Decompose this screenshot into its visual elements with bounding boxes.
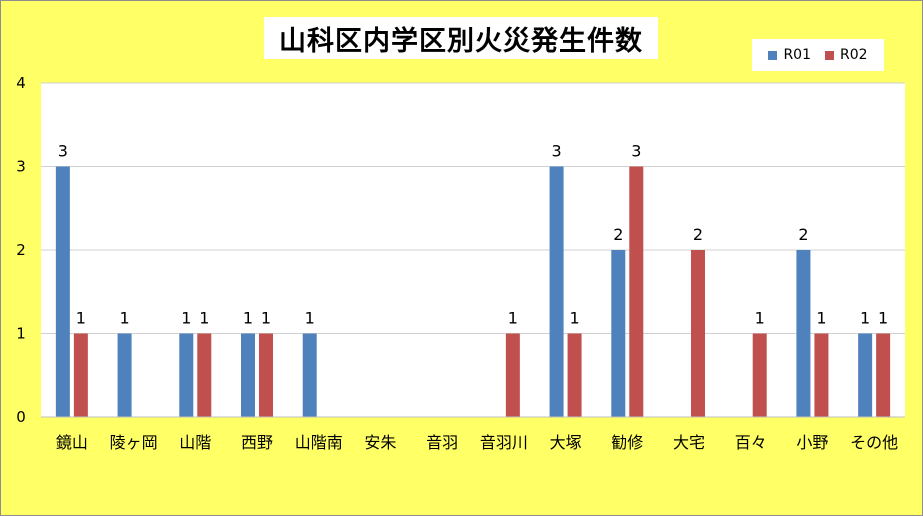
bar-r01 — [796, 250, 811, 417]
y-tick-label: 3 — [16, 158, 26, 176]
bar-r01 — [55, 166, 70, 417]
bar-r02 — [197, 333, 212, 417]
data-label: 1 — [243, 309, 253, 328]
bar-r01 — [549, 166, 564, 417]
bar-r02 — [814, 333, 829, 417]
bar-r02 — [567, 333, 582, 417]
y-tick-label: 4 — [16, 74, 26, 92]
x-tick-label: 鏡山 — [56, 433, 88, 452]
data-label: 3 — [551, 142, 561, 161]
bar-r02 — [73, 333, 88, 417]
chart-legend: R01 R02 — [752, 39, 884, 71]
bar-r01 — [117, 333, 132, 417]
bar-r01 — [858, 333, 873, 417]
x-tick-label: 百々 — [735, 433, 767, 452]
data-label: 1 — [305, 309, 315, 328]
data-label: 1 — [878, 309, 888, 328]
data-label: 1 — [508, 309, 518, 328]
x-tick-label: 音羽川 — [480, 433, 528, 452]
data-label: 1 — [181, 309, 191, 328]
data-label: 1 — [755, 309, 765, 328]
x-tick-label: 西野 — [241, 433, 273, 452]
data-label: 1 — [860, 309, 870, 328]
x-tick-label: 大宅 — [673, 433, 705, 452]
bar-r01 — [179, 333, 194, 417]
x-tick-label: その他 — [850, 433, 898, 452]
bar-r02 — [505, 333, 520, 417]
data-label: 1 — [816, 309, 826, 328]
data-label: 1 — [119, 309, 129, 328]
data-label: 3 — [58, 142, 68, 161]
y-tick-label: 2 — [16, 241, 26, 259]
data-label: 2 — [613, 225, 623, 244]
x-tick-label: 安朱 — [364, 433, 396, 452]
bar-r02 — [752, 333, 767, 417]
data-label: 1 — [261, 309, 271, 328]
bar-r01 — [302, 333, 317, 417]
data-label: 1 — [199, 309, 209, 328]
data-label: 1 — [76, 309, 86, 328]
x-tick-label: 陵ヶ岡 — [110, 433, 158, 452]
x-tick-label: 勧修 — [611, 433, 643, 452]
legend-item-r02: R02 — [825, 47, 868, 63]
legend-swatch-r01 — [768, 50, 778, 60]
data-label: 2 — [693, 225, 703, 244]
y-tick-label: 0 — [16, 408, 26, 426]
y-tick-label: 1 — [16, 325, 26, 343]
x-tick-label: 山階南 — [295, 433, 343, 452]
legend-label-r02: R02 — [840, 47, 868, 63]
x-tick-label: 大塚 — [550, 433, 582, 452]
data-label: 3 — [631, 142, 641, 161]
x-tick-label: 音羽 — [426, 433, 458, 452]
bar-r02 — [876, 333, 891, 417]
x-tick-label: 山階 — [179, 433, 211, 452]
bar-r02 — [259, 333, 273, 417]
bar-r01 — [241, 333, 255, 417]
data-label: 2 — [798, 225, 808, 244]
bar-r02 — [629, 166, 644, 417]
legend-swatch-r02 — [825, 50, 834, 60]
bar-r01 — [611, 250, 626, 417]
x-tick-label: 小野 — [796, 433, 828, 452]
legend-label-r01: R01 — [783, 47, 811, 63]
chart-title: 山科区内学区別火災発生件数 — [264, 17, 658, 59]
bar-r02 — [691, 250, 705, 417]
legend-item-r01: R01 — [768, 47, 811, 63]
data-label: 1 — [569, 309, 579, 328]
